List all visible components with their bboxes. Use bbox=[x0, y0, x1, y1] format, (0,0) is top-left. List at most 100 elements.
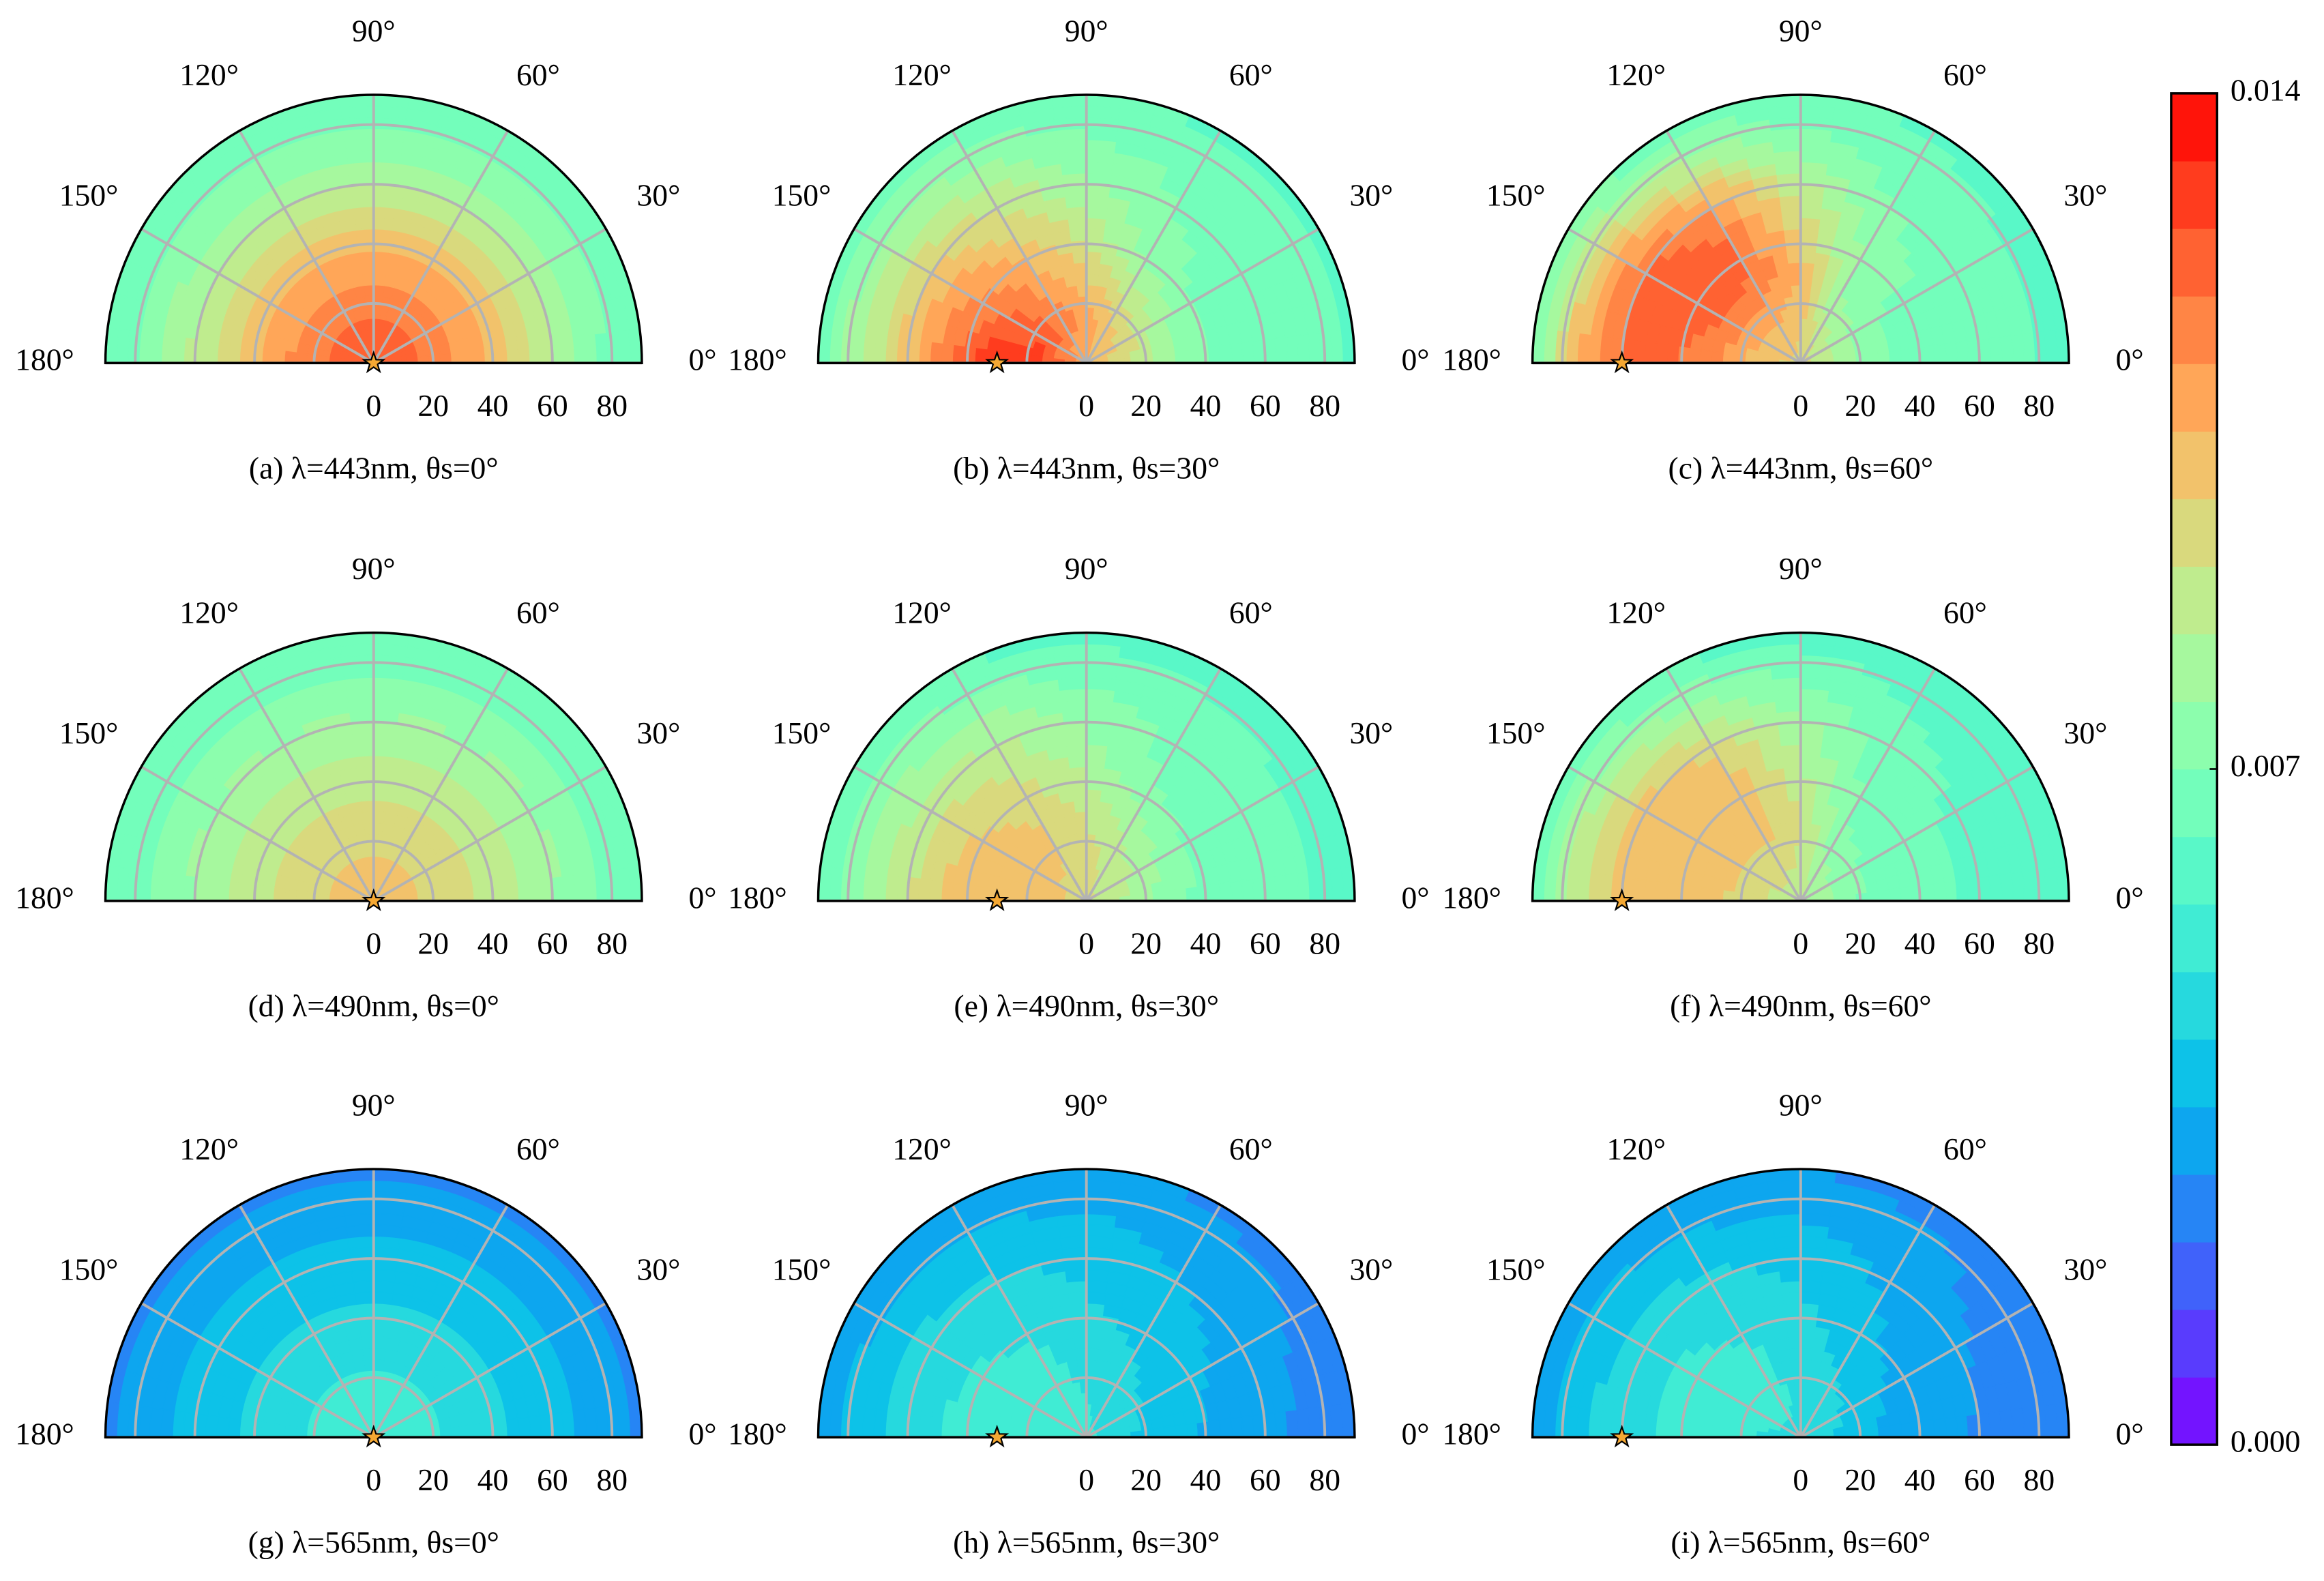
contour-cell bbox=[2010, 333, 2025, 364]
contour-cell bbox=[1955, 1415, 1969, 1438]
theta-tick-label: 180° bbox=[1442, 342, 1501, 377]
contour-cell bbox=[1711, 888, 1724, 902]
contour-cell bbox=[952, 344, 965, 364]
contour-cell bbox=[216, 1416, 231, 1438]
r-tick-label: 40 bbox=[477, 1462, 509, 1497]
contour-cell bbox=[1800, 250, 1816, 264]
contour-cell bbox=[1911, 346, 1924, 364]
contour-cell bbox=[372, 799, 387, 813]
contour-cell bbox=[1800, 743, 1822, 758]
theta-tick-label: 90° bbox=[1065, 1087, 1108, 1122]
contour-cell bbox=[1085, 1347, 1099, 1361]
contour-cell bbox=[1285, 1408, 1299, 1438]
contour-cell bbox=[1065, 1280, 1087, 1294]
contour-cell bbox=[862, 333, 877, 364]
theta-tick-label: 90° bbox=[352, 1087, 396, 1122]
contour-cell bbox=[160, 1408, 175, 1438]
contour-cell bbox=[261, 1422, 275, 1438]
contour-cell bbox=[561, 336, 576, 364]
contour-cell bbox=[495, 883, 509, 902]
theta-tick-label: 30° bbox=[1349, 1252, 1393, 1287]
contour-cell bbox=[1782, 228, 1801, 242]
sun-marker bbox=[985, 350, 1010, 374]
contour-cell bbox=[272, 1423, 286, 1438]
subplot-title: (h) λ=565nm, θs=30° bbox=[953, 1524, 1220, 1559]
r-tick-label: 40 bbox=[477, 388, 509, 423]
theta-tick-label: 180° bbox=[15, 880, 74, 915]
contour-cell bbox=[940, 343, 954, 364]
contour-cell bbox=[461, 1423, 475, 1438]
r-tick-label: 80 bbox=[596, 926, 628, 961]
contour-cell bbox=[1699, 887, 1713, 902]
contour-cell bbox=[1163, 351, 1177, 364]
contour-cell bbox=[1057, 1213, 1087, 1228]
theta-tick-label: 120° bbox=[892, 595, 952, 630]
contour-cell bbox=[1800, 777, 1818, 791]
contour-cell bbox=[372, 1280, 395, 1294]
contour-cell bbox=[1085, 250, 1102, 264]
contour-cell bbox=[1067, 755, 1087, 769]
contour-cell bbox=[1085, 217, 1106, 231]
contour-cell bbox=[1007, 1426, 1021, 1438]
contour-cell bbox=[358, 1325, 374, 1338]
contour-cell bbox=[1800, 733, 1823, 747]
r-tick-label: 20 bbox=[417, 388, 449, 423]
theta-tick-label: 120° bbox=[1606, 57, 1666, 92]
r-tick-label: 60 bbox=[1250, 388, 1281, 423]
contour-cell bbox=[1711, 351, 1724, 364]
theta-tick-label: 30° bbox=[2064, 715, 2108, 750]
contour-cell bbox=[1911, 884, 1924, 902]
contour-cell bbox=[561, 874, 576, 902]
contour-cell bbox=[1296, 333, 1311, 364]
contour-cell bbox=[228, 881, 241, 902]
contour-cell bbox=[1800, 228, 1819, 242]
theta-tick-label: 0° bbox=[689, 880, 717, 915]
contour-cell bbox=[1599, 336, 1613, 364]
theta-tick-label: 90° bbox=[1779, 551, 1823, 586]
grid-spoke bbox=[238, 130, 375, 364]
grid-spoke bbox=[1085, 130, 1222, 364]
contour-cell bbox=[1085, 1235, 1114, 1250]
contour-cell bbox=[372, 161, 401, 175]
contour-cell bbox=[1085, 1291, 1106, 1305]
contour-cell bbox=[1085, 743, 1108, 758]
contour-cell bbox=[1085, 1269, 1109, 1283]
contour-cell bbox=[351, 733, 374, 747]
r-tick-label: 80 bbox=[1309, 388, 1340, 423]
theta-tick-label: 90° bbox=[1779, 13, 1823, 48]
contour-cell bbox=[1771, 677, 1801, 692]
contour-cell bbox=[149, 333, 164, 364]
contour-cell bbox=[1988, 874, 2003, 902]
contour-cell bbox=[1085, 284, 1098, 297]
contour-cell bbox=[1771, 138, 1801, 153]
contour-cell bbox=[1800, 161, 1828, 175]
contour-cell bbox=[873, 872, 888, 902]
r-tick-label: 80 bbox=[596, 388, 628, 423]
contour-cell bbox=[1070, 1314, 1087, 1327]
contour-cell bbox=[1218, 1417, 1233, 1438]
contour-cell bbox=[1722, 352, 1735, 364]
grid-spoke bbox=[372, 130, 510, 364]
contour-cell bbox=[1786, 799, 1801, 813]
contour-cell bbox=[952, 1419, 965, 1438]
contour-cell bbox=[1085, 755, 1106, 769]
contour-cell bbox=[929, 1416, 943, 1438]
contour-cell bbox=[351, 1269, 374, 1283]
contour-cell bbox=[450, 1425, 464, 1438]
contour-cell bbox=[1988, 336, 2003, 364]
contour-cell bbox=[940, 1417, 954, 1438]
contour-cell bbox=[1800, 799, 1814, 813]
contour-cell bbox=[372, 217, 394, 231]
r-tick-label: 60 bbox=[1250, 1462, 1281, 1497]
contour-cell bbox=[1800, 766, 1819, 780]
grid-spoke bbox=[1085, 227, 1320, 364]
contour-cell bbox=[473, 348, 486, 364]
contour-cell bbox=[345, 150, 374, 164]
subplot-title: (c) λ=443nm, θs=60° bbox=[1668, 450, 1934, 485]
contour-cell bbox=[1085, 239, 1104, 253]
contour-cell bbox=[1587, 334, 1602, 364]
contour-cell bbox=[572, 334, 587, 364]
contour-cell bbox=[1059, 161, 1087, 175]
contour-cell bbox=[1778, 733, 1801, 747]
contour-cell bbox=[1772, 150, 1801, 164]
